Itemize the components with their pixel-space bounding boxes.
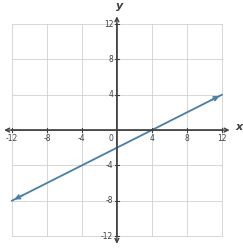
Text: x: x bbox=[235, 123, 242, 132]
Text: y: y bbox=[116, 1, 123, 11]
Text: 8: 8 bbox=[109, 55, 113, 64]
Text: 8: 8 bbox=[184, 134, 189, 144]
Text: -12: -12 bbox=[101, 232, 113, 241]
Text: -8: -8 bbox=[43, 134, 51, 144]
Text: -4: -4 bbox=[106, 161, 113, 170]
Text: -12: -12 bbox=[6, 134, 18, 144]
Text: 12: 12 bbox=[104, 20, 113, 29]
Text: 0: 0 bbox=[108, 134, 113, 144]
Text: -8: -8 bbox=[106, 196, 113, 205]
Text: 4: 4 bbox=[108, 90, 113, 99]
Text: 12: 12 bbox=[217, 134, 227, 144]
Text: -4: -4 bbox=[78, 134, 86, 144]
Text: 4: 4 bbox=[149, 134, 154, 144]
